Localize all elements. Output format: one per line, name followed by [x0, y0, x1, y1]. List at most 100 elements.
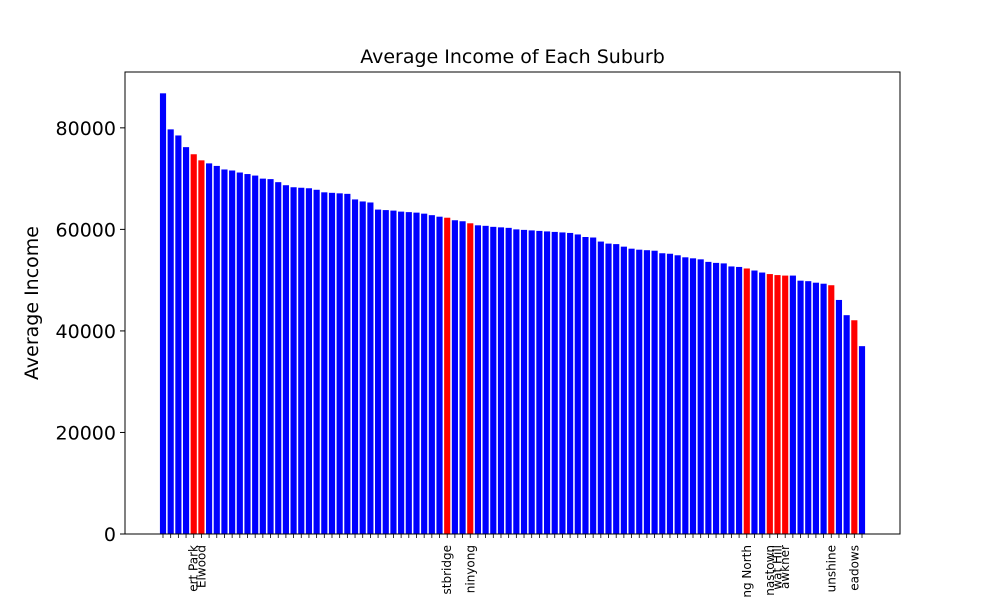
highlighted-bar — [766, 274, 773, 534]
bar — [528, 230, 535, 534]
bar — [390, 210, 397, 534]
bar — [298, 187, 305, 534]
highlighted-bar — [743, 268, 750, 534]
x-tick-label: wat Hill — [771, 545, 785, 590]
bar — [620, 246, 627, 534]
highlighted-bar — [851, 320, 858, 534]
y-tick-label: 80000 — [56, 118, 116, 140]
x-tick-label: eadows — [847, 545, 861, 591]
y-tick-label: 40000 — [56, 321, 116, 343]
bar — [666, 253, 674, 534]
bar — [313, 189, 320, 534]
x-tick-label: ng North — [740, 545, 754, 598]
bar — [812, 282, 819, 534]
bar — [659, 253, 666, 534]
bar — [590, 237, 597, 534]
bar — [505, 227, 512, 535]
bar — [820, 283, 827, 534]
x-tick-label: ninyong — [463, 545, 477, 593]
bar — [605, 243, 612, 534]
bar — [451, 220, 458, 534]
bar — [398, 211, 405, 534]
bar — [536, 230, 543, 534]
bar — [520, 229, 528, 534]
bar — [282, 185, 289, 534]
highlighted-bar — [444, 217, 451, 534]
bar — [428, 215, 435, 535]
plot-area-frame — [124, 71, 901, 535]
bar — [636, 249, 643, 534]
bar — [574, 234, 581, 534]
bar — [582, 237, 589, 534]
bar — [359, 201, 366, 534]
y-tick-label: 60000 — [56, 219, 116, 241]
bar — [682, 257, 689, 534]
x-tick-label: Elwood — [194, 545, 208, 588]
bar — [835, 299, 843, 534]
bar — [182, 147, 190, 534]
bar — [213, 165, 220, 535]
bar — [751, 270, 758, 534]
bar — [613, 244, 620, 535]
bar — [712, 262, 720, 534]
bar — [643, 250, 650, 534]
x-tick-label: stbridge — [440, 545, 454, 594]
bar — [474, 225, 482, 534]
highlighted-bar — [828, 285, 835, 534]
bar — [421, 213, 428, 534]
x-tick-label: awkner — [778, 545, 792, 589]
bar — [328, 192, 336, 534]
bar — [206, 163, 213, 534]
x-tick-label: ert Park — [187, 545, 201, 592]
x-tick-label: unshine — [824, 545, 838, 592]
bar — [290, 187, 297, 534]
bar — [175, 135, 182, 534]
bar — [167, 129, 174, 534]
bar — [705, 261, 712, 534]
highlighted-bar — [774, 275, 781, 534]
bar — [413, 212, 420, 534]
bar — [689, 258, 697, 534]
bar — [275, 182, 282, 535]
bar — [490, 226, 497, 534]
bar — [651, 250, 658, 534]
bar — [797, 280, 804, 534]
bar — [436, 216, 443, 534]
bar — [351, 199, 359, 534]
bar — [382, 210, 389, 534]
bar — [843, 315, 850, 534]
bar — [405, 212, 412, 534]
bar — [674, 255, 681, 534]
y-axis-label: Average Income — [21, 226, 43, 380]
bar — [559, 232, 566, 534]
bar — [789, 275, 796, 534]
bar — [513, 229, 520, 534]
bar — [252, 175, 259, 534]
bar — [367, 202, 374, 535]
bar — [697, 259, 704, 534]
bar — [759, 272, 766, 534]
bar — [375, 209, 382, 534]
bar — [858, 346, 866, 534]
y-tick-label: 0 — [104, 524, 116, 546]
bars-layer — [159, 93, 866, 535]
bar — [597, 241, 604, 534]
y-ticks-layer: 0 20000 40000 60000 80000 — [56, 118, 125, 546]
bar — [551, 231, 558, 535]
bar — [344, 193, 351, 534]
bar — [244, 174, 251, 535]
bar — [543, 231, 551, 535]
bar — [736, 266, 743, 534]
chart-title: Average Income of Each Suburb — [360, 46, 665, 68]
bar — [305, 188, 313, 534]
bar — [267, 179, 274, 534]
highlighted-bar — [467, 223, 474, 535]
highlighted-bar — [782, 275, 789, 534]
bar — [482, 225, 489, 534]
highlighted-bar — [190, 154, 197, 534]
y-tick-label: 20000 — [56, 422, 116, 444]
bar — [321, 192, 328, 534]
bar — [805, 281, 812, 534]
